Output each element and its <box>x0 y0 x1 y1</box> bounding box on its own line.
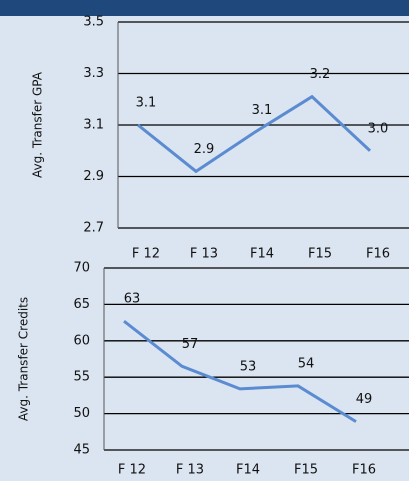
x-tick-label: F 13 <box>190 247 218 262</box>
x-tick-label: F 12 <box>132 247 160 262</box>
y-tick-label: 3.5 <box>83 15 104 30</box>
data-label: 3.1 <box>252 103 273 118</box>
y-axis-title: Avg. Transfer Credits <box>17 297 31 421</box>
y-tick-label: 3.3 <box>83 66 104 81</box>
x-tick-label: F16 <box>366 247 390 262</box>
y-tick-label: 70 <box>73 261 90 276</box>
y-tick-label: 3.1 <box>83 118 104 133</box>
y-axis-title: Avg. Transfer GPA <box>31 71 45 178</box>
series-line <box>137 94 372 174</box>
y-tick-label: 55 <box>73 370 90 385</box>
y-tick-label: 2.7 <box>83 221 104 236</box>
x-tick-label: F14 <box>236 463 260 478</box>
data-label: 3.1 <box>136 96 157 111</box>
y-tick-label: 2.9 <box>83 169 104 184</box>
data-label: 54 <box>298 356 315 371</box>
data-label: 3.2 <box>310 67 331 82</box>
x-tick-label: F 12 <box>118 463 146 478</box>
data-label: 49 <box>356 392 373 407</box>
x-tick-label: F16 <box>352 463 376 478</box>
x-tick-label: F15 <box>308 247 332 262</box>
data-label: 53 <box>240 359 257 374</box>
series-line <box>123 319 357 423</box>
header-bar <box>0 0 409 16</box>
data-label: 63 <box>124 292 141 307</box>
x-tick-label: F15 <box>294 463 318 478</box>
y-tick-label: 60 <box>73 333 90 348</box>
y-tick-label: 50 <box>73 406 90 421</box>
y-tick-label: 45 <box>73 443 90 458</box>
x-tick-label: F14 <box>250 247 274 262</box>
y-tick-label: 65 <box>73 297 90 312</box>
data-label: 2.9 <box>194 142 215 157</box>
x-tick-label: F 13 <box>176 463 204 478</box>
data-label: 3.0 <box>368 121 389 136</box>
data-label: 57 <box>182 337 199 352</box>
